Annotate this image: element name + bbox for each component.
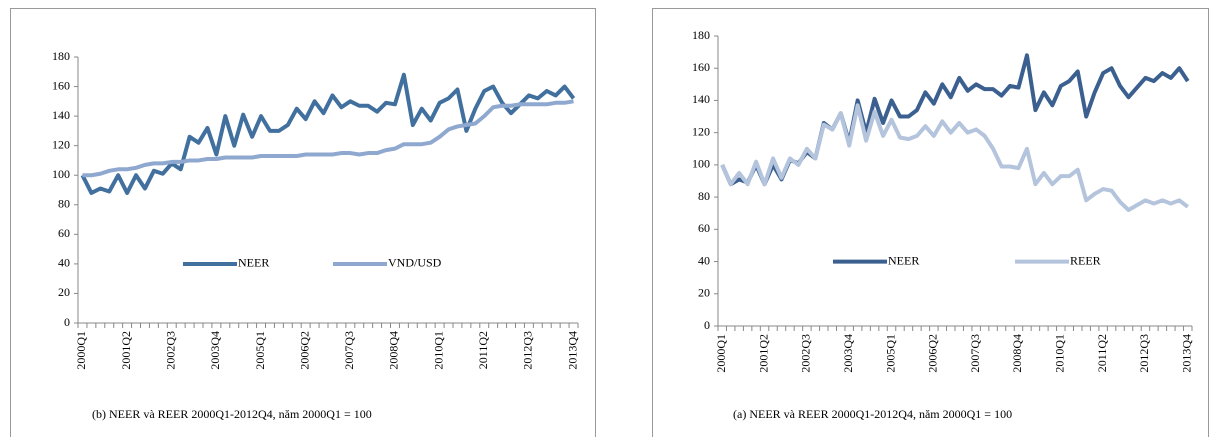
series-line xyxy=(82,99,574,178)
x-tick-label: 2000Q1 xyxy=(714,334,728,373)
x-tick-label: 2002Q3 xyxy=(799,334,813,373)
y-tick-label: 180 xyxy=(52,49,70,63)
y-tick-label: 160 xyxy=(52,78,70,92)
x-tick-label: 2001Q2 xyxy=(756,334,770,373)
x-tick-label: 2013Q4 xyxy=(565,331,579,370)
legend-label: NEER xyxy=(888,253,919,267)
y-tick-label: 0 xyxy=(704,318,710,332)
x-tick-label: 2005Q1 xyxy=(253,331,267,370)
y-tick-label: 180 xyxy=(692,28,710,42)
x-tick-label: 2010Q1 xyxy=(1053,334,1067,373)
y-tick-label: 120 xyxy=(692,124,710,138)
y-tick-label: 20 xyxy=(698,286,710,300)
y-tick-label: 80 xyxy=(698,189,710,203)
y-tick-label: 160 xyxy=(692,60,710,74)
x-tick-label: 2003Q4 xyxy=(208,331,222,370)
x-tick-label: 2011Q2 xyxy=(1095,334,1109,372)
x-tick-label: 2005Q1 xyxy=(883,334,897,373)
y-tick-label: 140 xyxy=(52,108,70,122)
y-tick-label: 40 xyxy=(58,256,70,270)
y-tick-label: 100 xyxy=(52,167,70,181)
x-tick-label: 2012Q3 xyxy=(1137,334,1151,373)
series-line xyxy=(720,103,1189,212)
caption: (b) NEER và REER 2000Q1-2012Q4, năm 2000… xyxy=(92,407,372,421)
y-tick-label: 80 xyxy=(58,197,70,211)
legend-label: NEER xyxy=(238,256,269,270)
x-tick-label: 2006Q2 xyxy=(926,334,940,373)
y-tick-label: 60 xyxy=(58,226,70,240)
y-tick-label: 20 xyxy=(58,285,70,299)
x-tick-label: 2007Q3 xyxy=(342,331,356,370)
x-tick-label: 2006Q2 xyxy=(297,331,311,370)
y-tick-label: 40 xyxy=(698,253,710,267)
caption: (a) NEER và REER 2000Q1-2012Q4, năm 2000… xyxy=(733,407,1012,421)
y-tick-label: 120 xyxy=(52,137,70,151)
x-tick-label: 2003Q4 xyxy=(841,334,855,373)
x-tick-label: 2011Q2 xyxy=(476,331,490,369)
x-tick-label: 2007Q3 xyxy=(968,334,982,373)
y-tick-label: 140 xyxy=(692,92,710,106)
x-tick-label: 2008Q4 xyxy=(387,331,401,370)
x-tick-label: 2000Q1 xyxy=(74,331,88,370)
chart-frame xyxy=(10,8,596,437)
y-tick-label: 100 xyxy=(692,157,710,171)
x-tick-label: 2001Q2 xyxy=(119,331,133,370)
x-tick-label: 2002Q3 xyxy=(164,331,178,370)
x-tick-label: 2012Q3 xyxy=(521,331,535,370)
x-tick-label: 2010Q1 xyxy=(431,331,445,370)
x-tick-label: 2013Q4 xyxy=(1180,334,1194,373)
y-tick-label: 0 xyxy=(64,315,70,329)
legend-label: VND/USD xyxy=(388,256,442,270)
x-tick-label: 2008Q4 xyxy=(1010,334,1024,373)
y-tick-label: 60 xyxy=(698,221,710,235)
legend-label: REER xyxy=(1070,253,1101,267)
series-line xyxy=(80,72,576,195)
